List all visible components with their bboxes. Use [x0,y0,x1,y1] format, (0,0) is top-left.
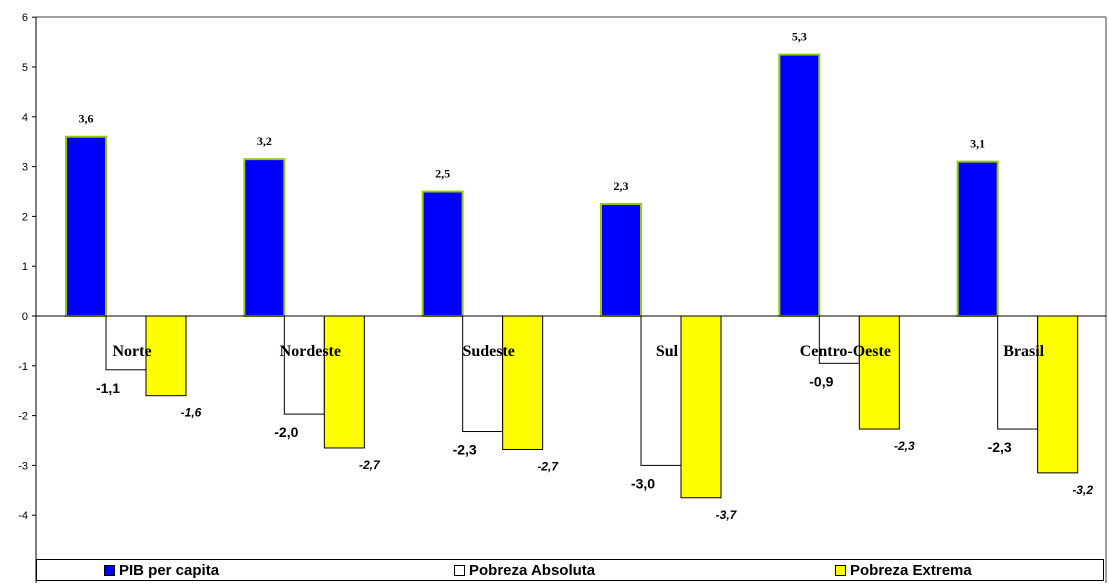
bar-pobreza-extrema-sudeste [502,315,544,450]
data-label: -1,1 [96,380,120,396]
data-label: -1,6 [181,406,202,420]
legend-label-pobreza-extrema: Pobreza Extrema [850,562,972,579]
data-label: -3,7 [716,508,738,522]
data-label: -0,9 [809,373,833,389]
legend-item-pobreza-extrema: Pobreza Extrema [835,562,972,579]
axis-layer: 6 5 4 3 2 1 0 -1 -2 -3 -4 [18,12,1107,583]
category-label: Brasil [1003,343,1044,360]
data-label: 3,2 [257,134,272,148]
data-label: -2,0 [274,424,298,440]
legend: PIB per capita Pobreza Absoluta Pobreza … [36,559,1104,581]
y-tick-label: 3 [22,162,28,174]
data-label: -2,7 [359,458,381,472]
category-label: Centro-Oeste [800,343,891,360]
y-tick-label: 5 [22,62,28,74]
bar-pobreza-extrema-norte [145,315,187,397]
legend-swatch-pobreza-absoluta [454,565,465,576]
y-tick-label: 1 [22,261,28,273]
data-label: -3,0 [631,475,655,491]
bar-pib-per-capita-centro-oeste [778,53,821,318]
bar-pobreza-absoluta-sul [640,315,682,466]
category-label: Sul [656,343,679,360]
legend-item-pib: PIB per capita [104,562,219,579]
y-tick-label: 4 [22,112,28,124]
bar-pobreza-extrema-centro-oeste [858,315,900,430]
labels-layer: 3,6 -1,1 -1,6 Norte 3,2 -2,0 -2,7 Nordeste 2,5 -2… [36,30,1106,522]
y-tick-label: 0 [22,311,28,323]
category-label: Sudeste [462,343,514,360]
y-tick-label: -3 [18,460,28,472]
category-label: Norte [112,343,151,360]
y-tick-label: -1 [18,361,28,373]
bar-pib-per-capita-brasil [956,160,999,317]
bar-pobreza-extrema-brasil [1037,315,1079,474]
data-label: 5,3 [792,30,807,44]
bar-pib-per-capita-norte [65,135,107,317]
y-tick-label: -4 [18,510,28,522]
data-label: -2,3 [988,439,1012,455]
y-tick-label: 2 [22,211,28,223]
data-label: 3,1 [970,137,985,151]
data-label: 2,3 [614,179,629,193]
bar-pib-per-capita-nordeste [243,158,286,317]
legend-label-pib: PIB per capita [119,562,220,579]
data-label: -2,3 [453,442,477,458]
bar-pobreza-extrema-sul [680,315,722,499]
data-label: 2,5 [435,167,450,181]
bar-pib-per-capita-sudeste [421,190,464,317]
category-label: Nordeste [280,343,341,360]
legend-swatch-pib [104,565,115,576]
legend-swatch-pobreza-extrema [835,565,846,576]
data-label: -2,7 [537,459,559,473]
y-tick-label: -2 [18,411,28,423]
bar-pobreza-absoluta-nordeste [283,315,325,415]
bar-pobreza-extrema-nordeste [323,315,365,449]
data-label: 3,6 [79,112,94,126]
bar-pobreza-absoluta-brasil [997,315,1039,430]
legend-label-pobreza-absoluta: Pobreza Absoluta [469,562,596,579]
data-label: -3,2 [1072,483,1093,497]
data-label: -2,3 [894,439,915,453]
y-tick-label: 6 [22,12,28,24]
legend-item-pobreza-absoluta: Pobreza Absoluta [454,562,595,579]
bars-layer [65,53,1079,499]
bar-pobreza-absoluta-sudeste [462,315,504,433]
bar-pib-per-capita-sul [600,202,642,317]
